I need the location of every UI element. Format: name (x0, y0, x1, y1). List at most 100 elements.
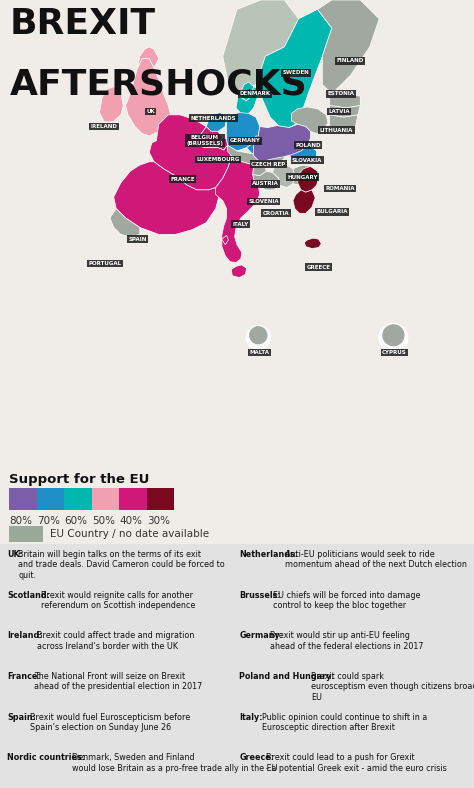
Text: ITALY: ITALY (233, 221, 249, 227)
Polygon shape (258, 330, 264, 336)
Text: FRANCE: FRANCE (170, 177, 195, 181)
Text: IRELAND: IRELAND (91, 124, 118, 129)
Text: CZECH REP: CZECH REP (251, 162, 285, 166)
Text: LUXEMBOURG: LUXEMBOURG (196, 157, 240, 162)
Polygon shape (223, 0, 299, 94)
Text: Denmark, Sweden and Finland
would lose Britain as a pro-free trade ally in the E: Denmark, Sweden and Finland would lose B… (72, 753, 277, 773)
Text: Public opinion could continue to shift in a
Eurosceptic direction after Brexit: Public opinion could continue to shift i… (262, 712, 428, 732)
Text: BELGIUM
(BRUSSELS): BELGIUM (BRUSSELS) (186, 136, 223, 146)
Polygon shape (318, 0, 379, 94)
Text: 50%: 50% (92, 516, 115, 526)
Text: MALTA: MALTA (250, 350, 270, 355)
Text: SPAIN: SPAIN (128, 236, 146, 242)
Text: SLOVENIA: SLOVENIA (248, 199, 279, 204)
Polygon shape (231, 265, 246, 277)
Text: Spain:: Spain: (7, 712, 36, 722)
Text: 30%: 30% (147, 516, 170, 526)
Polygon shape (288, 125, 317, 160)
Text: SWEDEN: SWEDEN (283, 70, 310, 75)
Polygon shape (194, 127, 222, 147)
Text: Brexit would stir up anti-EU feeling
ahead of the federal elections in 2017: Brexit would stir up anti-EU feeling ahe… (270, 631, 423, 651)
Text: AUSTRIA: AUSTRIA (252, 181, 279, 186)
Text: BULGARIA: BULGARIA (316, 210, 347, 214)
Text: BREXIT: BREXIT (9, 7, 155, 41)
Bar (9, 488, 37, 510)
Text: GERMANY: GERMANY (230, 138, 261, 143)
Polygon shape (218, 139, 228, 150)
Bar (37, 488, 64, 510)
Polygon shape (298, 166, 319, 192)
Circle shape (246, 326, 270, 349)
Circle shape (379, 324, 408, 351)
Polygon shape (293, 165, 319, 185)
Text: Brussels:: Brussels: (239, 590, 281, 600)
Text: ESTONIA: ESTONIA (328, 91, 355, 96)
Text: Nordic countries:: Nordic countries: (7, 753, 85, 763)
Text: HUNGARY: HUNGARY (287, 175, 318, 180)
Text: CROATIA: CROATIA (263, 211, 289, 216)
Text: Brexit would fuel Euroscepticism before
Spain’s election on Sunday June 26: Brexit would fuel Euroscepticism before … (30, 712, 190, 732)
Text: LITHUANIA: LITHUANIA (320, 128, 353, 133)
Polygon shape (256, 9, 332, 132)
Text: LATVIA: LATVIA (328, 109, 350, 114)
Text: 60%: 60% (64, 516, 88, 526)
Polygon shape (329, 94, 360, 108)
Text: Britain will begin talks on the terms of its exit
and trade deals. David Cameron: Britain will begin talks on the terms of… (18, 550, 225, 580)
Polygon shape (266, 125, 300, 144)
Text: Greece:: Greece: (239, 753, 274, 763)
Polygon shape (253, 165, 266, 176)
Text: Germany:: Germany: (239, 631, 283, 641)
Polygon shape (239, 82, 254, 101)
Text: Brexit could lead to a push for Grexit
- a potential Greek exit - amid the euro : Brexit could lead to a push for Grexit -… (266, 753, 447, 773)
Bar (64, 488, 92, 510)
Text: AFTERSHOCKS: AFTERSHOCKS (9, 68, 307, 102)
Polygon shape (222, 236, 228, 245)
Polygon shape (329, 115, 358, 129)
Polygon shape (149, 115, 231, 190)
Bar (147, 488, 174, 510)
Text: PORTUGAL: PORTUGAL (89, 261, 122, 266)
Circle shape (383, 325, 404, 346)
Text: 70%: 70% (37, 516, 60, 526)
Polygon shape (383, 329, 401, 339)
Text: NETHERLANDS: NETHERLANDS (191, 116, 236, 121)
Text: UK:: UK: (7, 550, 23, 559)
Text: FINLAND: FINLAND (336, 58, 364, 64)
Polygon shape (254, 125, 310, 160)
Text: POLAND: POLAND (295, 143, 321, 148)
Polygon shape (100, 87, 123, 122)
Text: EU chiefs will be forced into damage
control to keep the bloc together: EU chiefs will be forced into damage con… (273, 590, 421, 610)
Polygon shape (292, 107, 328, 134)
Text: CYPRUS: CYPRUS (382, 350, 407, 355)
Text: ROMANIA: ROMANIA (326, 186, 355, 191)
Polygon shape (228, 142, 288, 165)
Polygon shape (304, 238, 321, 248)
Text: Anti-EU politicians would seek to ride
momentum ahead of the next Dutch election: Anti-EU politicians would seek to ride m… (285, 550, 467, 569)
Text: France:: France: (7, 672, 41, 681)
Polygon shape (137, 47, 159, 68)
Polygon shape (253, 171, 280, 190)
Polygon shape (114, 162, 219, 235)
Text: Support for the EU: Support for the EU (9, 473, 150, 485)
Text: 80%: 80% (9, 516, 33, 526)
Text: Poland and Hungary:: Poland and Hungary: (239, 672, 335, 681)
Text: Ireland:: Ireland: (7, 631, 43, 641)
Text: The National Front will seize on Brexit
ahead of the presidential election in 20: The National Front will seize on Brexit … (34, 672, 202, 691)
Text: Netherlands:: Netherlands: (239, 550, 298, 559)
Text: Italy:: Italy: (239, 712, 263, 722)
Text: Brexit could affect trade and migration
across Ireland’s border with the UK: Brexit could affect trade and migration … (37, 631, 195, 651)
Polygon shape (293, 190, 315, 214)
Polygon shape (273, 165, 295, 188)
Circle shape (250, 327, 267, 344)
Text: SLOVAKIA: SLOVAKIA (292, 158, 322, 163)
Text: EU Country / no date available: EU Country / no date available (50, 529, 209, 539)
Text: Scotland:: Scotland: (7, 590, 50, 600)
Polygon shape (236, 87, 258, 115)
Text: GREECE: GREECE (307, 265, 330, 269)
Polygon shape (329, 106, 360, 117)
Text: DENMARK: DENMARK (239, 91, 271, 96)
Bar (119, 488, 147, 510)
Polygon shape (216, 156, 260, 262)
Text: UK: UK (146, 109, 155, 114)
Polygon shape (206, 113, 227, 132)
